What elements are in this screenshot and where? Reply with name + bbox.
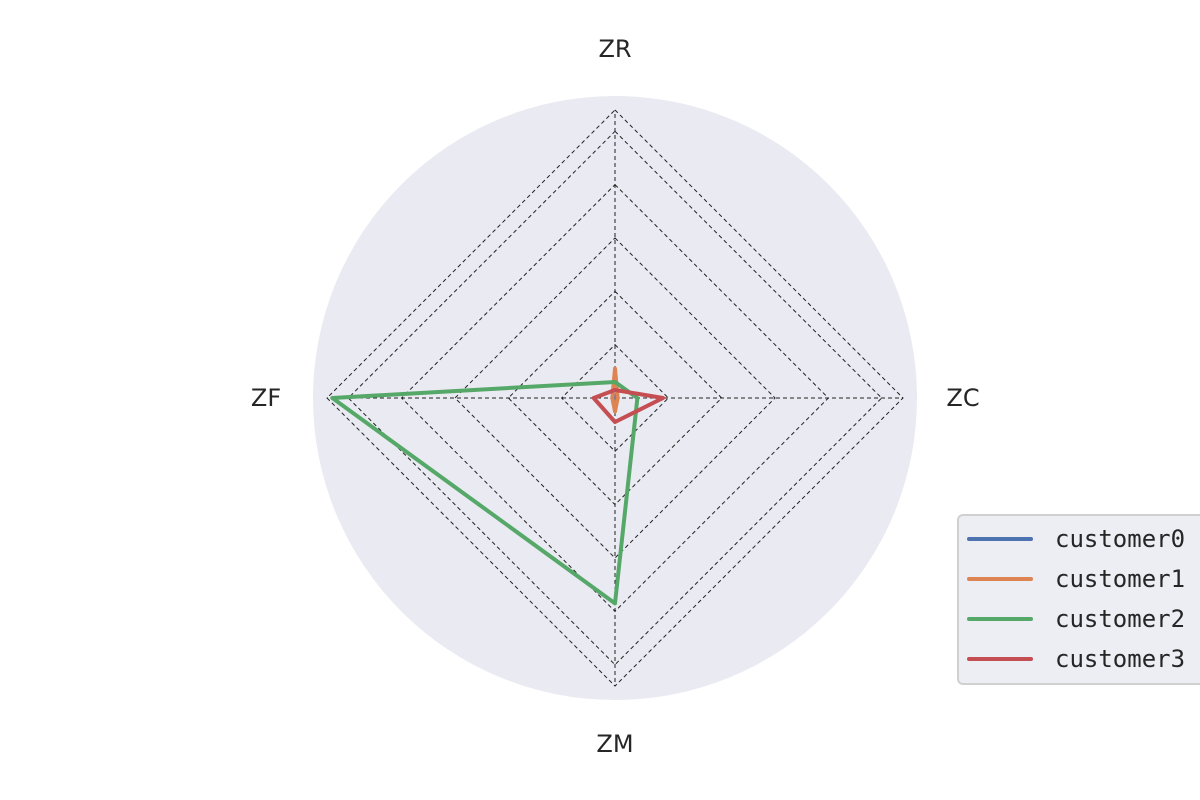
axis-label-zc: ZC bbox=[946, 384, 979, 412]
legend-swatch bbox=[967, 617, 1033, 621]
series-line-customer1 bbox=[610, 366, 620, 414]
legend-label: customer1 bbox=[1055, 565, 1186, 593]
series-line-customer3 bbox=[591, 388, 665, 424]
grid bbox=[326, 109, 904, 687]
legend-swatch bbox=[967, 537, 1033, 541]
legend-item-customer0: customer0 bbox=[959, 518, 1200, 558]
series-layer bbox=[330, 366, 665, 606]
legend-label: customer0 bbox=[1055, 525, 1186, 553]
legend-label: customer2 bbox=[1055, 605, 1186, 633]
legend-item-customer1: customer1 bbox=[959, 558, 1200, 598]
legend-swatch bbox=[967, 657, 1033, 661]
legend-item-customer2: customer2 bbox=[959, 598, 1200, 638]
legend-swatch bbox=[967, 577, 1033, 581]
legend-label: customer3 bbox=[1055, 645, 1186, 673]
axis-label-zm: ZM bbox=[596, 730, 633, 758]
axis-label-zr: ZR bbox=[598, 35, 631, 63]
legend: customer0 customer1 customer2 customer3 bbox=[957, 514, 1200, 685]
legend-item-customer3: customer3 bbox=[959, 638, 1200, 678]
axis-label-zf: ZF bbox=[251, 384, 281, 412]
grid-ring bbox=[454, 237, 776, 559]
grid-ring bbox=[560, 343, 670, 453]
